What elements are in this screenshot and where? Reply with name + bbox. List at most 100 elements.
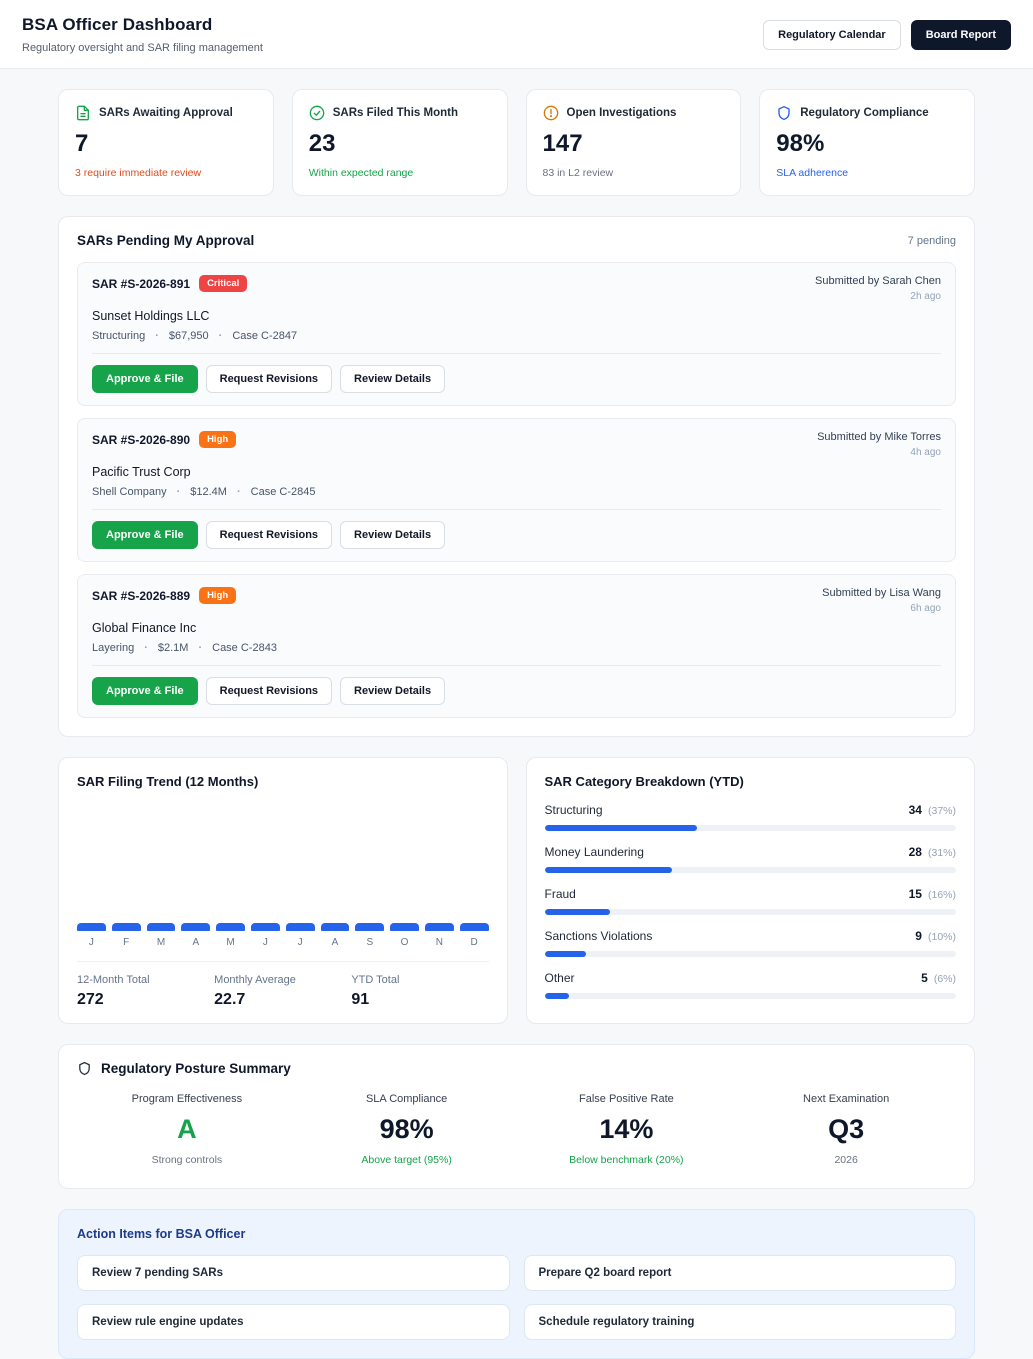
stat-note: Within expected range — [308, 167, 414, 179]
category-percent: (16%) — [927, 889, 956, 901]
dot-separator — [144, 642, 148, 654]
sar-filing-trend-card: SAR Filing Trend (12 Months) J F M A M J J A S O N… — [58, 757, 508, 1024]
sar-meta: Structuring $67,950 Case C-2847 — [92, 330, 941, 342]
sar-category-breakdown-card: SAR Category Breakdown (YTD) Structuring… — [525, 757, 975, 1024]
severity-badge: Critical — [199, 275, 248, 292]
summary-label: Monthly Average — [214, 974, 296, 986]
action-item-review-pending-sars[interactable]: Review 7 pending SARs — [77, 1255, 510, 1291]
request-revisions-button[interactable]: Request Revisions — [205, 677, 333, 705]
summary-value: 22.7 — [214, 991, 246, 1008]
category-bar-fill — [544, 993, 570, 999]
review-details-button[interactable]: Review Details — [340, 521, 446, 549]
sar-amount: $12.4M — [190, 486, 227, 498]
request-revisions-button[interactable]: Request Revisions — [205, 521, 333, 549]
request-revisions-button[interactable]: Request Revisions — [205, 365, 333, 393]
divider — [92, 353, 941, 354]
category-label: Other — [544, 971, 575, 985]
check-circle-icon — [309, 105, 325, 121]
dot-separator — [177, 486, 181, 498]
sar-case: Case C-2843 — [212, 642, 277, 654]
trend-summary-item: Monthly Average 22.7 — [214, 974, 351, 1009]
summary-value: 91 — [351, 991, 370, 1008]
stat-label: SARs Awaiting Approval — [99, 107, 233, 119]
month-label: J — [297, 937, 303, 948]
summary-label: YTD Total — [351, 974, 400, 986]
stat-label: Regulatory Compliance — [800, 107, 929, 119]
board-report-button[interactable]: Board Report — [910, 19, 1011, 50]
dot-separator — [155, 330, 159, 342]
month-label: A — [192, 937, 200, 948]
sars-pending-section: SARs Pending My Approval 7 pending SAR #… — [58, 216, 975, 737]
action-item-prepare-board-report[interactable]: Prepare Q2 board report — [523, 1255, 956, 1291]
trend-bar — [216, 923, 245, 931]
time-ago: 6h ago — [910, 603, 941, 614]
review-details-button[interactable]: Review Details — [340, 677, 446, 705]
sar-amount: $67,950 — [168, 330, 209, 342]
sar-meta: Layering $2.1M Case C-2843 — [92, 642, 941, 654]
category-row: Structuring 34 (37%) — [544, 803, 956, 831]
month-label: M — [226, 937, 235, 948]
metric-label: False Positive Rate — [578, 1093, 674, 1105]
category-bar-fill — [544, 867, 673, 873]
company-name: Global Finance Inc — [92, 621, 197, 635]
category-row: Sanctions Violations 9 (10%) — [544, 929, 956, 957]
severity-badge: High — [199, 587, 237, 604]
approve-file-button[interactable]: Approve & File — [92, 365, 198, 393]
divider — [92, 665, 941, 666]
month-label: J — [88, 937, 94, 948]
regulatory-calendar-button[interactable]: Regulatory Calendar — [763, 19, 901, 50]
metric-label: SLA Compliance — [365, 1093, 448, 1105]
severity-badge: High — [199, 431, 237, 448]
trend-bar-chart — [77, 799, 489, 931]
stat-note: 3 require immediate review — [75, 167, 202, 179]
sar-id: SAR #S-2026-891 — [92, 276, 191, 291]
approve-file-button[interactable]: Approve & File — [92, 521, 198, 549]
category-percent: (6%) — [933, 973, 956, 985]
category-row: Money Laundering 28 (31%) — [544, 845, 956, 873]
approve-file-button[interactable]: Approve & File — [92, 677, 198, 705]
category-percent: (31%) — [927, 847, 956, 859]
sar-card: SAR #S-2026-889 High Submitted by Lisa W… — [77, 574, 956, 718]
chart-title: SAR Filing Trend (12 Months) — [77, 774, 259, 789]
action-item-review-rule-engine[interactable]: Review rule engine updates — [77, 1304, 510, 1340]
category-value: 34 — [908, 803, 922, 817]
stat-label: Open Investigations — [566, 107, 677, 119]
trend-bar — [111, 923, 141, 931]
category-bar-fill — [544, 951, 586, 957]
stat-card-open-investigations: Open Investigations 147 83 in L2 review — [525, 89, 742, 196]
regulatory-posture-card: Regulatory Posture Summary Program Effec… — [58, 1044, 975, 1189]
summary-label: 12-Month Total — [77, 974, 150, 986]
month-label: S — [366, 937, 374, 948]
stat-value: 147 — [542, 130, 583, 157]
sar-category: Structuring — [92, 330, 146, 342]
shield-icon — [77, 1061, 92, 1076]
time-ago: 2h ago — [910, 291, 941, 302]
category-value: 28 — [908, 845, 922, 859]
page-title: BSA Officer Dashboard — [22, 15, 213, 34]
divider — [92, 509, 941, 510]
time-ago: 4h ago — [910, 447, 941, 458]
sar-meta: Shell Company $12.4M Case C-2845 — [92, 486, 941, 498]
shield-icon — [776, 105, 792, 121]
action-item-schedule-training[interactable]: Schedule regulatory training — [523, 1304, 956, 1340]
review-details-button[interactable]: Review Details — [340, 365, 446, 393]
stat-label: SARs Filed This Month — [332, 107, 458, 119]
category-bar-track — [544, 825, 956, 831]
submitted-by: Submitted by Lisa Wang — [822, 587, 941, 599]
category-label: Sanctions Violations — [544, 929, 653, 943]
category-bar-track — [544, 867, 956, 873]
trend-summary-item: 12-Month Total 272 — [77, 974, 214, 1009]
trend-bar — [250, 923, 280, 931]
category-value: 5 — [921, 971, 928, 985]
sar-id: SAR #S-2026-890 — [92, 432, 191, 447]
sar-card: SAR #S-2026-891 Critical Submitted by Sa… — [77, 262, 956, 406]
metric-note: 2026 — [834, 1154, 858, 1166]
sar-card: SAR #S-2026-890 High Submitted by Mike T… — [77, 418, 956, 562]
metric-note: Above target (95%) — [361, 1154, 452, 1166]
sar-category: Shell Company — [92, 486, 167, 498]
chart-title: SAR Category Breakdown (YTD) — [544, 774, 744, 789]
category-row: Fraud 15 (16%) — [544, 887, 956, 915]
posture-metric: Next Examination Q3 2026 — [736, 1093, 956, 1166]
month-label: M — [156, 937, 166, 948]
